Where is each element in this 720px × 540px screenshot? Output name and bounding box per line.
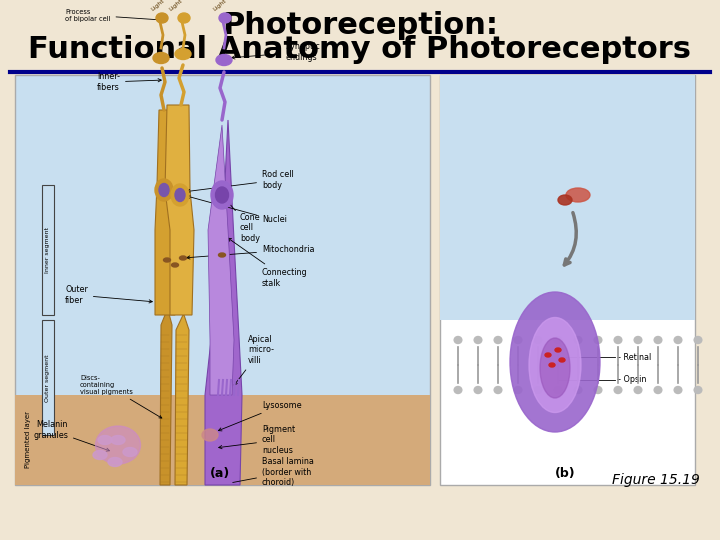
Ellipse shape	[202, 429, 218, 441]
Ellipse shape	[540, 338, 570, 398]
Ellipse shape	[494, 336, 502, 343]
Ellipse shape	[155, 179, 173, 201]
Polygon shape	[155, 110, 177, 315]
Ellipse shape	[654, 387, 662, 394]
Polygon shape	[205, 120, 242, 485]
Ellipse shape	[545, 353, 551, 357]
Bar	[219, 223, 225, 245]
Ellipse shape	[454, 387, 462, 394]
Polygon shape	[165, 105, 194, 315]
Text: Mitochondria: Mitochondria	[186, 246, 315, 259]
Ellipse shape	[216, 55, 232, 65]
Ellipse shape	[163, 258, 171, 262]
Ellipse shape	[111, 435, 125, 444]
Ellipse shape	[566, 188, 590, 202]
Polygon shape	[175, 315, 189, 485]
Text: Rod cell
body: Rod cell body	[186, 170, 294, 193]
Text: Discs-
containing
visual pigments: Discs- containing visual pigments	[80, 375, 162, 418]
Ellipse shape	[534, 387, 542, 394]
Text: Outer segment: Outer segment	[45, 354, 50, 402]
Ellipse shape	[123, 448, 137, 456]
Ellipse shape	[219, 13, 231, 23]
Polygon shape	[160, 310, 172, 485]
Text: Nuclei: Nuclei	[186, 195, 287, 225]
Text: Inner-
fibers: Inner- fibers	[97, 72, 161, 92]
Ellipse shape	[574, 336, 582, 343]
Bar	[440, 75, 695, 485]
Ellipse shape	[159, 184, 169, 197]
Ellipse shape	[674, 336, 682, 343]
Ellipse shape	[175, 49, 191, 59]
Bar	[15, 395, 430, 485]
Text: Connecting
stalk: Connecting stalk	[228, 238, 307, 288]
Text: Lysosome: Lysosome	[218, 401, 302, 431]
Text: Basal lamina
(border with
choroid): Basal lamina (border with choroid)	[233, 457, 314, 487]
Text: Apical
micro-
villi: Apical micro- villi	[234, 335, 274, 385]
Ellipse shape	[694, 387, 702, 394]
Bar	[42, 185, 54, 315]
Ellipse shape	[529, 318, 581, 413]
Ellipse shape	[654, 336, 662, 343]
Ellipse shape	[171, 184, 189, 206]
Ellipse shape	[554, 387, 562, 394]
Ellipse shape	[211, 181, 233, 209]
Ellipse shape	[474, 336, 482, 343]
Ellipse shape	[555, 348, 561, 352]
Text: Cone
cell
body: Cone cell body	[225, 198, 261, 243]
Ellipse shape	[614, 336, 622, 343]
Text: Outer
fiber: Outer fiber	[65, 285, 153, 305]
Text: Photoreception:: Photoreception:	[222, 10, 498, 39]
Ellipse shape	[494, 387, 502, 394]
Text: Pigment
cell
nucleus: Pigment cell nucleus	[219, 425, 295, 455]
Text: Figure 15.19: Figure 15.19	[612, 473, 700, 487]
Bar	[15, 75, 430, 485]
Ellipse shape	[108, 457, 122, 467]
Ellipse shape	[215, 187, 228, 203]
Ellipse shape	[218, 253, 225, 257]
Bar	[440, 75, 695, 320]
Text: (b): (b)	[554, 467, 575, 480]
Ellipse shape	[549, 363, 555, 367]
Ellipse shape	[594, 387, 602, 394]
Text: – Retinal: – Retinal	[617, 353, 652, 361]
Text: Melanin
granules: Melanin granules	[33, 420, 109, 451]
Ellipse shape	[514, 336, 522, 343]
Ellipse shape	[156, 13, 168, 23]
Text: Synaptic
endings: Synaptic endings	[232, 42, 320, 62]
Bar	[42, 320, 54, 435]
Text: – Opsin: – Opsin	[617, 375, 647, 384]
Ellipse shape	[175, 188, 185, 201]
Ellipse shape	[96, 426, 140, 464]
Ellipse shape	[534, 336, 542, 343]
Ellipse shape	[694, 336, 702, 343]
Ellipse shape	[614, 387, 622, 394]
Text: Inner segment: Inner segment	[45, 227, 50, 273]
Text: Pigmented layer: Pigmented layer	[25, 411, 31, 469]
Ellipse shape	[514, 387, 522, 394]
Ellipse shape	[558, 195, 572, 205]
Ellipse shape	[178, 13, 190, 23]
Ellipse shape	[574, 387, 582, 394]
Text: Light: Light	[150, 0, 166, 12]
Ellipse shape	[171, 263, 179, 267]
Ellipse shape	[594, 336, 602, 343]
Ellipse shape	[634, 387, 642, 394]
Ellipse shape	[179, 256, 186, 260]
Text: Light: Light	[168, 0, 184, 12]
Text: Process
of bipolar cell: Process of bipolar cell	[65, 9, 159, 22]
Text: Functional Anatomy of Photoreceptors: Functional Anatomy of Photoreceptors	[29, 36, 691, 64]
Ellipse shape	[559, 358, 565, 362]
Ellipse shape	[454, 336, 462, 343]
Text: (a): (a)	[210, 467, 230, 480]
Ellipse shape	[474, 387, 482, 394]
Ellipse shape	[554, 336, 562, 343]
Polygon shape	[208, 125, 234, 395]
Ellipse shape	[93, 450, 107, 460]
Ellipse shape	[510, 292, 600, 432]
Ellipse shape	[98, 435, 112, 444]
Ellipse shape	[674, 387, 682, 394]
Text: Light: Light	[212, 0, 228, 12]
Ellipse shape	[153, 52, 169, 64]
Ellipse shape	[634, 336, 642, 343]
